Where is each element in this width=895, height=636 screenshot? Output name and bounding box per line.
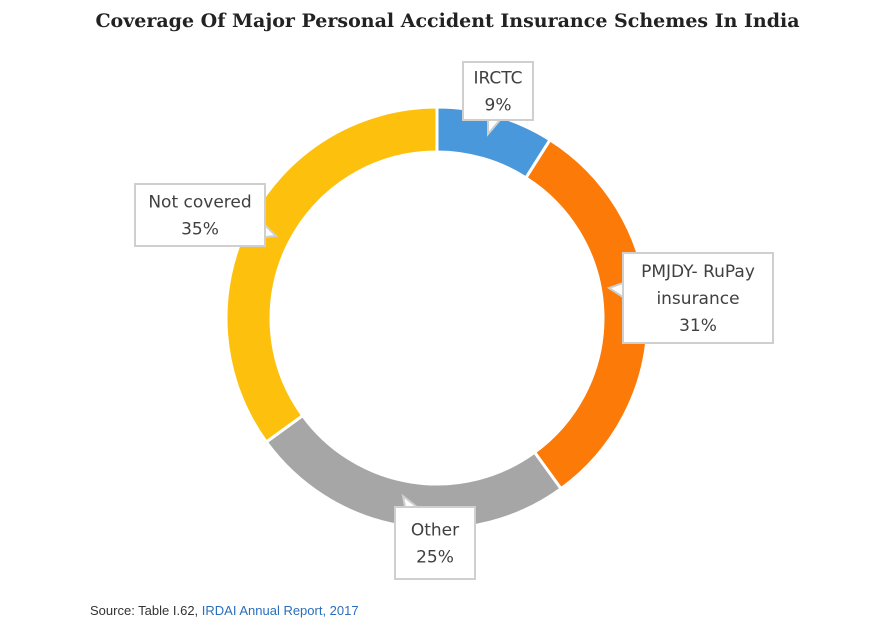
callout-label: insurance xyxy=(656,289,739,309)
source-caption: Source: Table I.62, IRDAI Annual Report,… xyxy=(90,603,359,618)
callout-label: IRCTC xyxy=(473,69,522,89)
callout-value: 25% xyxy=(416,548,454,568)
callout-box xyxy=(394,506,476,580)
callout-value: 31% xyxy=(679,316,717,336)
callout-pointer xyxy=(401,493,420,508)
callout-pointer xyxy=(487,119,503,137)
callout-label: PMJDY- RuPay xyxy=(641,262,755,282)
callout-label: Not covered xyxy=(148,193,251,213)
callouts-layer: IRCTC 9% PMJDY- RuPay insurance 31% Other 25% N… xyxy=(134,61,774,580)
source-link[interactable]: IRDAI Annual Report, 2017 xyxy=(201,603,359,618)
callout-other: Other 25% xyxy=(394,493,476,580)
callout-box xyxy=(134,183,266,247)
chart-title: Coverage Of Major Personal Accident Insu… xyxy=(95,10,800,32)
callout-pointer xyxy=(264,222,279,239)
callout-pointer xyxy=(606,281,624,299)
callout-value: 35% xyxy=(181,220,219,240)
source-prefix: Source: Table I.62, xyxy=(90,603,202,618)
slice-not-covered xyxy=(224,105,439,445)
callout-label: Other xyxy=(411,521,459,541)
callout-not-covered: Not covered 35% xyxy=(134,183,279,247)
callout-pmjdy-rupay-insurance: PMJDY- RuPay insurance 31% xyxy=(606,252,774,344)
slices-layer xyxy=(224,105,650,531)
callout-value: 9% xyxy=(485,96,512,116)
callout-irctc: IRCTC 9% xyxy=(462,61,534,137)
